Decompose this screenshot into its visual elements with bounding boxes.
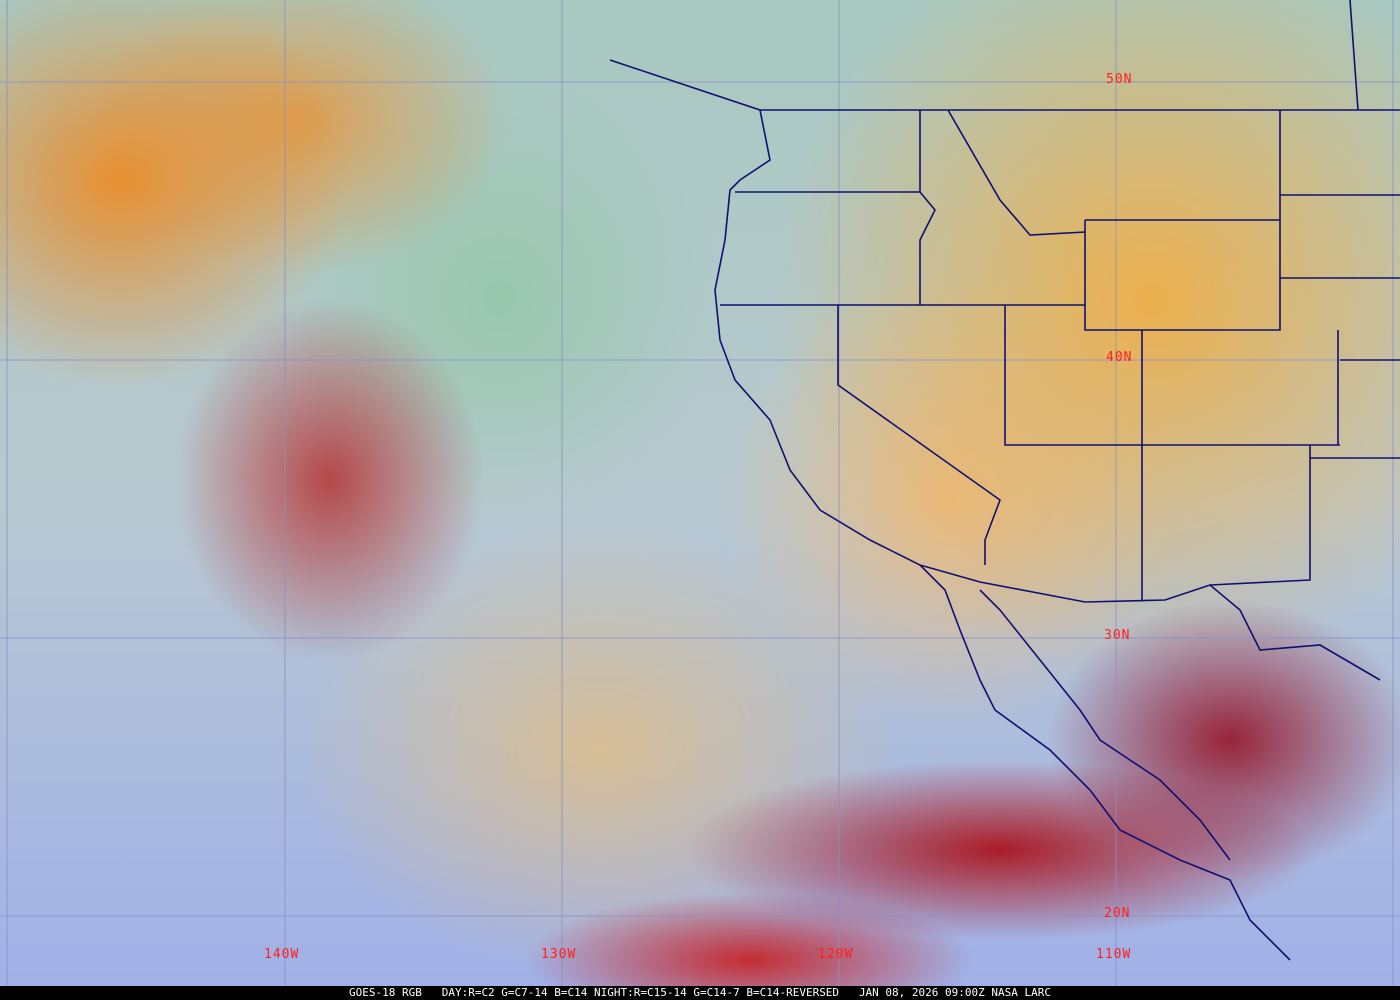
state-borders — [720, 0, 1400, 600]
image-caption: GOES-18 RGB DAY:R=C2 G=C7-14 B=C14 NIGHT… — [0, 986, 1400, 1000]
lon-label-120w: 120W — [818, 947, 854, 962]
lon-label-140w: 140W — [264, 947, 300, 962]
lon-label-110w: 110W — [1096, 947, 1132, 962]
lat-label-40n: 40N — [1106, 350, 1133, 365]
caption-satellite: GOES-18 RGB — [348, 986, 422, 999]
us-mexico-border — [919, 564, 1381, 681]
baja-coast — [979, 589, 1231, 861]
lat-label-20n: 20N — [1104, 906, 1131, 921]
coastline-and-borders — [609, 0, 1400, 961]
lon-label-130w: 130W — [541, 947, 577, 962]
lat-label-30n: 30N — [1104, 628, 1131, 643]
lat-label-50n: 50N — [1106, 72, 1133, 87]
caption-credit: NASA LARC — [991, 986, 1052, 999]
caption-recipe: DAY:R=C2 G=C7-14 B=C14 NIGHT:R=C15-14 G=… — [441, 986, 840, 999]
caption-timestamp: JAN 08, 2026 09:00Z — [858, 986, 985, 999]
coastline — [609, 59, 1291, 961]
